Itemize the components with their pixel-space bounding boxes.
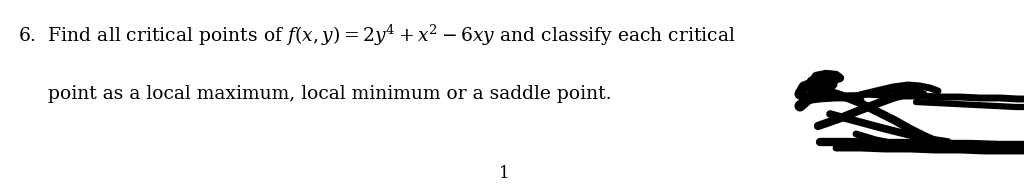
Text: 6.  Find all critical points of $f(x, y) = 2y^4 + x^2 - 6xy$ and classify each c: 6. Find all critical points of $f(x, y) … — [18, 23, 736, 48]
Text: point as a local maximum, local minimum or a saddle point.: point as a local maximum, local minimum … — [18, 85, 612, 103]
Text: 1: 1 — [499, 165, 509, 182]
